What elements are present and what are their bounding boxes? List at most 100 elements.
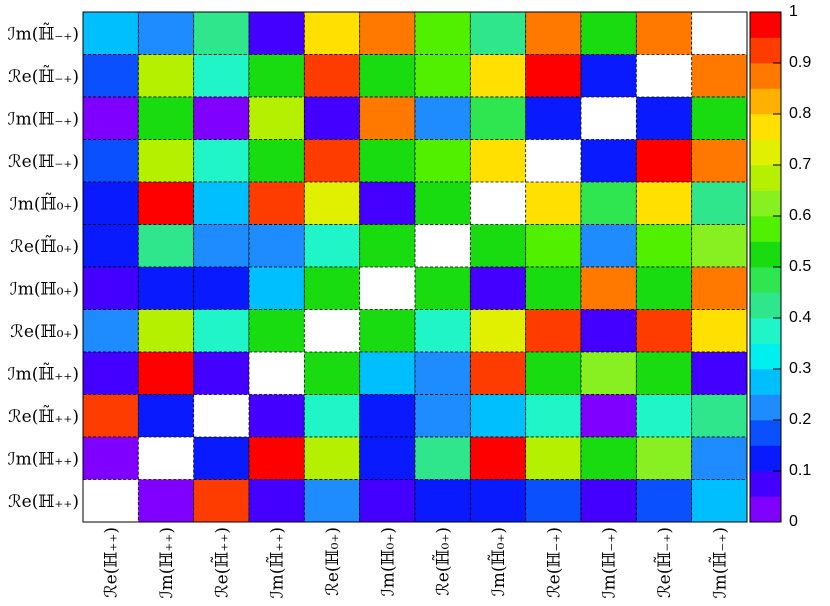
cell <box>82 394 139 438</box>
cell <box>137 394 195 438</box>
cell <box>193 181 250 225</box>
cell <box>469 139 527 183</box>
cell <box>303 394 361 438</box>
x-tick-label: ℐm(ℍ₋₊) <box>600 527 620 598</box>
cell <box>193 479 250 523</box>
cell <box>303 224 361 268</box>
cell <box>691 139 748 183</box>
colorbar-segment <box>750 37 781 64</box>
cell <box>525 96 582 140</box>
colorbar-tick-label: 0.7 <box>789 156 811 173</box>
cell <box>248 181 305 225</box>
cell <box>303 139 361 183</box>
cell <box>82 309 139 353</box>
cell <box>248 479 305 523</box>
y-tick-label: ℐm(ℍ₋₊) <box>8 109 79 129</box>
cell <box>303 54 361 98</box>
cell <box>193 54 250 98</box>
cell <box>193 351 250 395</box>
y-tick-label: ℛe(ℍ₊₊) <box>8 492 79 512</box>
cell <box>414 11 471 55</box>
cell <box>248 11 305 55</box>
cell <box>137 351 195 395</box>
colorbar-segment <box>750 292 781 319</box>
cell <box>691 181 748 225</box>
x-tick-label: ℛe(ℍ̃₀₊) <box>433 527 454 596</box>
cell <box>303 181 361 225</box>
cell <box>82 181 139 225</box>
y-tick-label: ℛe(ℍ₋₊) <box>8 152 79 172</box>
cell <box>193 266 250 310</box>
cell <box>469 266 527 310</box>
colorbar-segment <box>750 369 781 395</box>
y-tick-label: ℐm(ℍ̃₀₊) <box>10 193 79 214</box>
cell <box>469 11 527 55</box>
colorbar-segment <box>750 318 781 344</box>
x-tick-label: ℛe(ℍ̃₋₊) <box>654 527 675 598</box>
cell <box>82 266 139 310</box>
cell <box>469 394 527 438</box>
colorbar-segment <box>750 496 781 523</box>
cell <box>469 436 527 480</box>
cell <box>469 351 527 395</box>
colorbar-segment <box>750 394 781 421</box>
cell <box>303 351 361 395</box>
colorbar-segment <box>750 343 781 370</box>
cell <box>469 309 527 353</box>
cell <box>469 54 527 98</box>
cell <box>193 11 250 55</box>
cell <box>137 309 195 353</box>
cell <box>580 309 637 353</box>
cell <box>580 224 637 268</box>
cell <box>414 54 471 98</box>
cell <box>635 309 693 353</box>
colorbar-tick-label: 0.2 <box>789 411 811 428</box>
x-tick-label: ℐm(ℍ̃₊₊) <box>267 527 288 598</box>
cell <box>469 479 527 523</box>
cell <box>359 96 416 140</box>
y-tick-label: ℐm(ℍ₀₊) <box>10 279 79 299</box>
cell <box>691 479 748 523</box>
cell <box>635 394 693 438</box>
cell <box>193 224 250 268</box>
cell <box>137 181 195 225</box>
cell <box>303 266 361 310</box>
colorbar-tick-label: 0.6 <box>789 207 811 224</box>
cell <box>248 139 305 183</box>
colorbar-segment <box>750 165 781 191</box>
cell <box>137 11 195 55</box>
cell <box>193 96 250 140</box>
cell <box>525 54 582 98</box>
cell <box>525 181 582 225</box>
cell <box>414 96 471 140</box>
cell <box>137 224 195 268</box>
colorbar-tick-label: 0.1 <box>789 462 811 479</box>
cell <box>137 479 195 523</box>
cell <box>691 394 748 438</box>
x-tick-label: ℐm(ℍ̃₀₊) <box>488 527 509 596</box>
x-tick-label: ℛe(ℍ₋₊) <box>544 527 564 598</box>
cell <box>691 54 748 98</box>
cell <box>635 351 693 395</box>
colorbar-tick-label: 0.3 <box>789 360 811 377</box>
cell <box>414 351 471 395</box>
cell <box>82 96 139 140</box>
cell <box>414 394 471 438</box>
cell <box>359 181 416 225</box>
cell <box>414 479 471 523</box>
cell <box>248 394 305 438</box>
cell <box>82 54 139 98</box>
cell <box>469 224 527 268</box>
cell <box>248 54 305 98</box>
cell <box>635 266 693 310</box>
cell <box>137 96 195 140</box>
cell <box>137 54 195 98</box>
cell <box>193 139 250 183</box>
cell <box>359 394 416 438</box>
cell <box>525 11 582 55</box>
y-tick-label: ℐm(ℍ̃₊₊) <box>8 363 79 384</box>
cell <box>525 266 582 310</box>
cell <box>691 309 748 353</box>
cell <box>193 309 250 353</box>
